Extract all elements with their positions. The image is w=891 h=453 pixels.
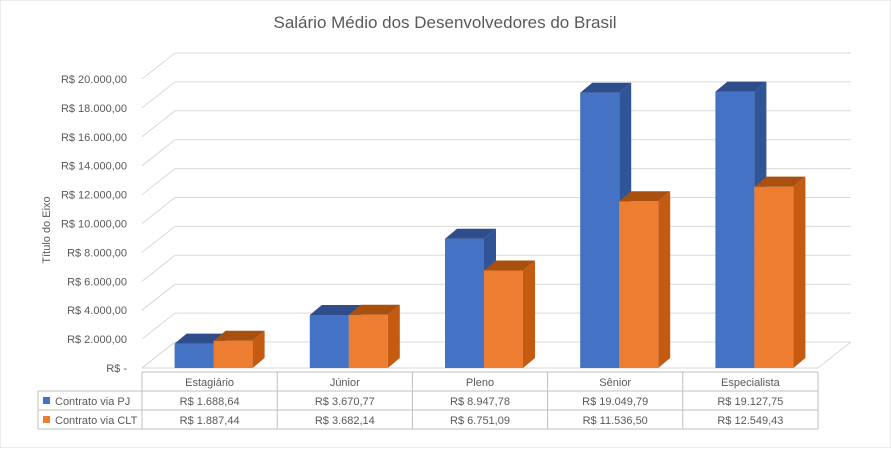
- bar-side-face: [793, 176, 806, 368]
- bar-top-face: [174, 333, 226, 344]
- bar-front-face: [715, 91, 755, 369]
- plot-bars: [174, 81, 806, 369]
- y-tick-label: R$ 16.000,00: [61, 132, 127, 144]
- data-label: R$ 6.751,09: [450, 415, 510, 427]
- bar-front-face: [309, 314, 349, 368]
- bar-front-face: [213, 340, 253, 368]
- y-tick-label: R$ 4.000,00: [67, 305, 127, 317]
- bar[interactable]: [754, 176, 806, 368]
- bar-top-face: [309, 304, 361, 315]
- bar-top-face: [619, 191, 671, 202]
- x-tick-label: Estagiário: [185, 377, 234, 389]
- bar[interactable]: [348, 304, 400, 368]
- data-label: R$ 12.549,43: [717, 415, 783, 427]
- bar[interactable]: [619, 191, 671, 368]
- x-tick-label: Especialista: [721, 377, 781, 389]
- gridline-side: [141, 197, 176, 224]
- data-label: R$ 19.049,79: [582, 396, 648, 408]
- bar-front-face: [754, 186, 794, 368]
- data-label: R$ 11.536,50: [583, 415, 648, 427]
- bar[interactable]: [213, 330, 265, 368]
- bar-side-face: [252, 330, 265, 368]
- data-label: R$ 1.887,44: [180, 415, 240, 427]
- gridline-side: [141, 52, 176, 80]
- y-tick-label: R$ 12.000,00: [61, 190, 127, 202]
- bar-top-face: [484, 260, 535, 271]
- bar[interactable]: [174, 333, 226, 368]
- gridline-side: [141, 139, 176, 167]
- x-tick-label: Sênior: [599, 377, 631, 389]
- gridline-side: [141, 254, 176, 282]
- gridline-side: [141, 110, 176, 138]
- legend-key: [43, 416, 50, 423]
- x-tick-label: Pleno: [466, 377, 494, 389]
- y-tick-label: R$ 10.000,00: [61, 219, 127, 231]
- bar-side-face: [658, 191, 671, 368]
- bar-front-face: [580, 92, 620, 369]
- data-table: Estagiário Júnior Pleno Sênior Especialista C…: [37, 371, 819, 430]
- bar-top-face: [348, 304, 400, 315]
- x-tick-label: Júnior: [330, 377, 360, 389]
- gridline-side: [141, 81, 176, 109]
- floor-right-edge: [817, 341, 852, 369]
- y-tick-label: R$ 14.000,00: [61, 161, 127, 173]
- gridline-side: [141, 312, 176, 340]
- bar-front-face: [348, 314, 388, 368]
- data-label: R$ 3.682,14: [315, 415, 375, 427]
- bar-top-face: [715, 81, 767, 92]
- bar[interactable]: [484, 260, 535, 368]
- legend-label[interactable]: Contrato via PJ: [55, 396, 130, 408]
- y-tick-label: R$ 18.000,00: [61, 103, 127, 115]
- y-tick-label: R$ 6.000,00: [67, 276, 127, 288]
- gridline-side: [141, 168, 176, 195]
- gridline-side: [141, 283, 176, 311]
- legend-label[interactable]: Contrato via CLT: [55, 415, 138, 427]
- data-label: R$ 19.127,75: [717, 396, 783, 408]
- bar-top-face: [580, 82, 632, 93]
- legend-key: [43, 397, 50, 404]
- bar-side-face: [523, 260, 535, 368]
- data-label: R$ 8.947,78: [450, 396, 510, 408]
- y-tick-label: R$ 20.000,00: [61, 74, 127, 86]
- chart-title[interactable]: Salário Médio dos Desenvolvedores do Bra…: [273, 13, 616, 32]
- bar-top-face: [213, 330, 265, 341]
- data-label: R$ 1.688,64: [180, 396, 240, 408]
- gridline-side: [141, 226, 176, 253]
- bar-top-face: [754, 176, 806, 187]
- data-label: R$ 3.670,77: [315, 396, 375, 408]
- bar-front-face: [619, 201, 659, 368]
- y-tick-label: R$ -: [106, 363, 127, 375]
- y-tick-label: R$ 8.000,00: [67, 247, 127, 259]
- bar-top-face: [445, 228, 496, 239]
- gridline-side: [141, 341, 176, 369]
- bar-side-face: [387, 304, 400, 368]
- y-axis-title[interactable]: Título do Eixo: [41, 196, 53, 263]
- y-tick-label: R$ 2.000,00: [67, 334, 127, 346]
- bar-front-face: [484, 270, 523, 368]
- bar-front-face: [174, 343, 214, 368]
- bar-front-face: [445, 238, 484, 368]
- y-axis-tick-labels: R$ - R$ 2.000,00 R$ 4.000,00 R$ 6.000,00 R$ …: [61, 74, 127, 375]
